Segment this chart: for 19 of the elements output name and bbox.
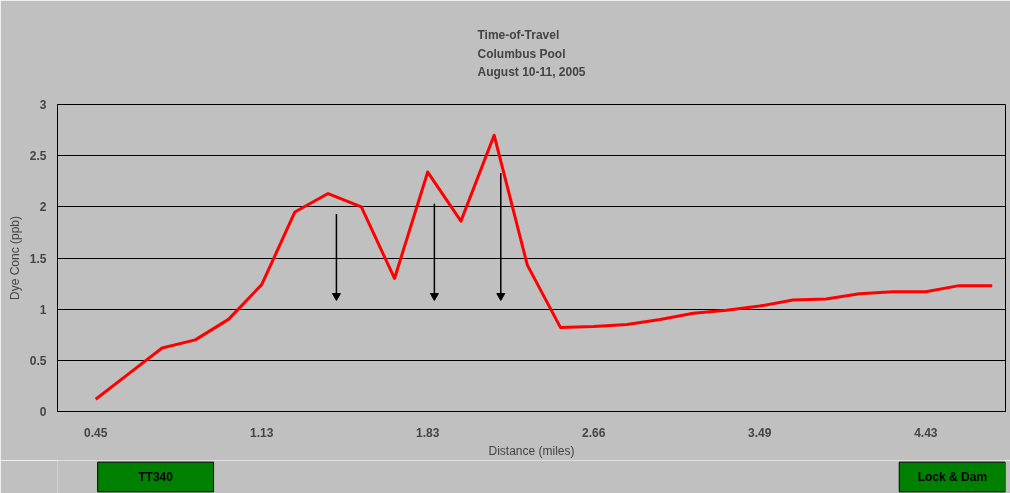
x-tick-label: 4.43 [914, 425, 938, 440]
y-tick-label: 1.5 [29, 251, 47, 266]
chart-title: Time-of-Travel Columbus Pool August 10-11, 2005 [477, 27, 586, 80]
y-tick-label: 3 [39, 98, 47, 112]
line-series [94, 133, 994, 401]
x-tick-label: 0.45 [84, 425, 108, 440]
y-tick-label: 0 [39, 405, 47, 419]
y-tick-label: 1 [39, 302, 47, 317]
x-tick-label: 1.13 [250, 425, 274, 440]
text: Lock & Dam [917, 470, 988, 484]
y-tick-label: 0.5 [29, 353, 47, 368]
x-tick-label: 1.83 [416, 425, 440, 440]
text: TT340 [138, 470, 174, 484]
y-tick-label: 2.5 [29, 149, 47, 164]
y-axis-title: Dye Conc (ppb) [7, 215, 22, 301]
x-tick-label: 2.66 [582, 425, 606, 440]
x-tick-label: 3.49 [748, 425, 772, 440]
y-tick-label: 2 [39, 200, 47, 215]
x-axis-title: Distance (miles) [488, 443, 575, 458]
